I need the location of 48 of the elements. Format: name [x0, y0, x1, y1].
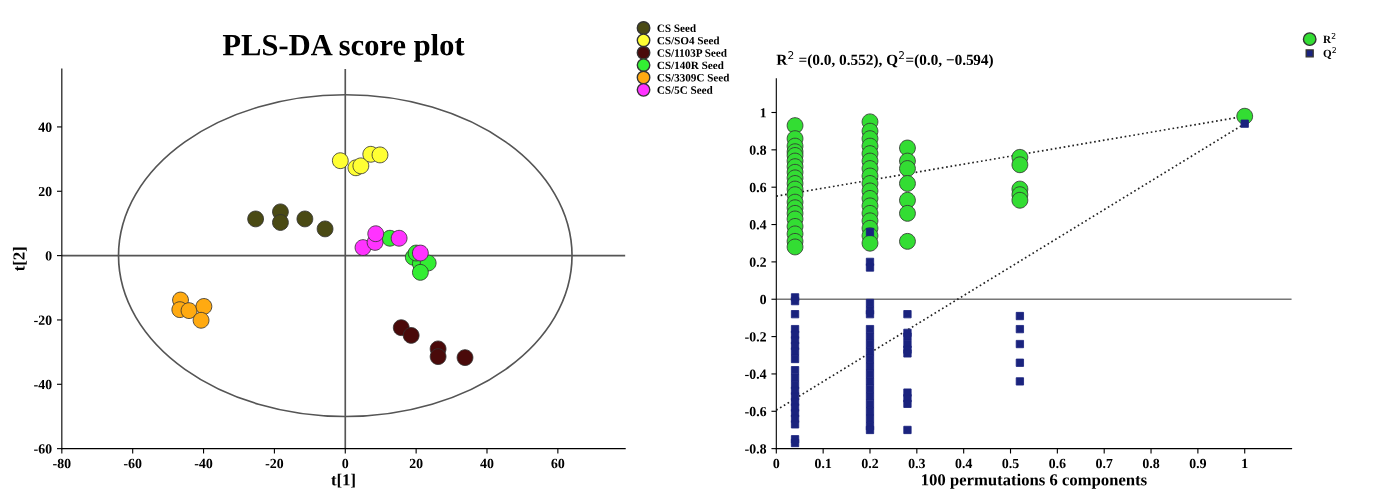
- x-tick-label: 0.9: [1189, 458, 1207, 469]
- chart-title: R$^{2}$ =(0.0, 0.552), Q$^{2}$=(0.0, −0.594): [776, 51, 993, 69]
- x-tick-label: 0: [773, 458, 780, 469]
- y-tick-label: -60: [34, 444, 52, 454]
- x-tick-label: 0.6: [1049, 458, 1066, 469]
- x-tick-label: 0.1: [815, 458, 832, 469]
- legend-label: Q$^{2}$: [1323, 47, 1336, 59]
- legend-label: CS Seed: [657, 24, 696, 32]
- x-tick-label: 1: [1242, 458, 1248, 468]
- x-tick-label: -20: [265, 458, 284, 469]
- legend-label: CS/SO4 Seed: [657, 36, 720, 45]
- x-tick-label: 20: [409, 458, 423, 469]
- y-tick-label: 20: [38, 186, 52, 197]
- y-tick-label: 0.2: [749, 257, 766, 267]
- legend-label: CS/3309C Seed: [657, 73, 730, 82]
- x-tick-label: -60: [123, 458, 142, 469]
- x-tick-label: 40: [480, 458, 494, 469]
- x-axis-title: 100 permutations 6 components: [922, 473, 1147, 489]
- x-tick-label: 0.7: [1096, 458, 1113, 469]
- legend-label: CS/5C Seed: [657, 86, 713, 94]
- y-tick-label: -0.2: [745, 332, 766, 342]
- chart-title: PLS-DA score plot: [222, 33, 465, 62]
- y-tick-label: 0: [45, 251, 52, 261]
- y-tick-label: -20: [34, 315, 52, 325]
- x-tick-label: -80: [53, 458, 71, 469]
- legend-label: CS/140R Seed: [657, 61, 724, 70]
- y-tick-label: -0.4: [745, 369, 767, 379]
- x-tick-label: -40: [194, 458, 213, 469]
- legend-label: R$^{2}$: [1323, 32, 1336, 43]
- y-tick-label: -0.8: [745, 444, 767, 454]
- y-tick-label: -0.6: [745, 406, 767, 417]
- y-tick-label: 0.8: [749, 145, 767, 155]
- legend-label: CS/1103P Seed: [657, 48, 727, 57]
- x-axis-title: t[1]: [331, 473, 355, 488]
- x-tick-label: 0.4: [955, 458, 973, 469]
- y-tick-label: -40: [34, 379, 52, 390]
- y-tick-label: 0: [760, 294, 767, 305]
- x-tick-label: 60: [551, 458, 565, 469]
- y-tick-label: 1: [760, 108, 766, 118]
- y-tick-label: 40: [38, 122, 52, 132]
- y-axis-title: t[2]: [12, 247, 27, 272]
- y-tick-label: 0.4: [749, 220, 767, 230]
- x-tick-label: 0.8: [1142, 458, 1160, 469]
- x-tick-label: 0.3: [908, 458, 926, 469]
- x-tick-label: 0.5: [1002, 458, 1019, 469]
- x-tick-label: 0: [342, 458, 349, 469]
- x-tick-label: 0.2: [861, 458, 879, 469]
- y-tick-label: 0.6: [749, 182, 767, 193]
